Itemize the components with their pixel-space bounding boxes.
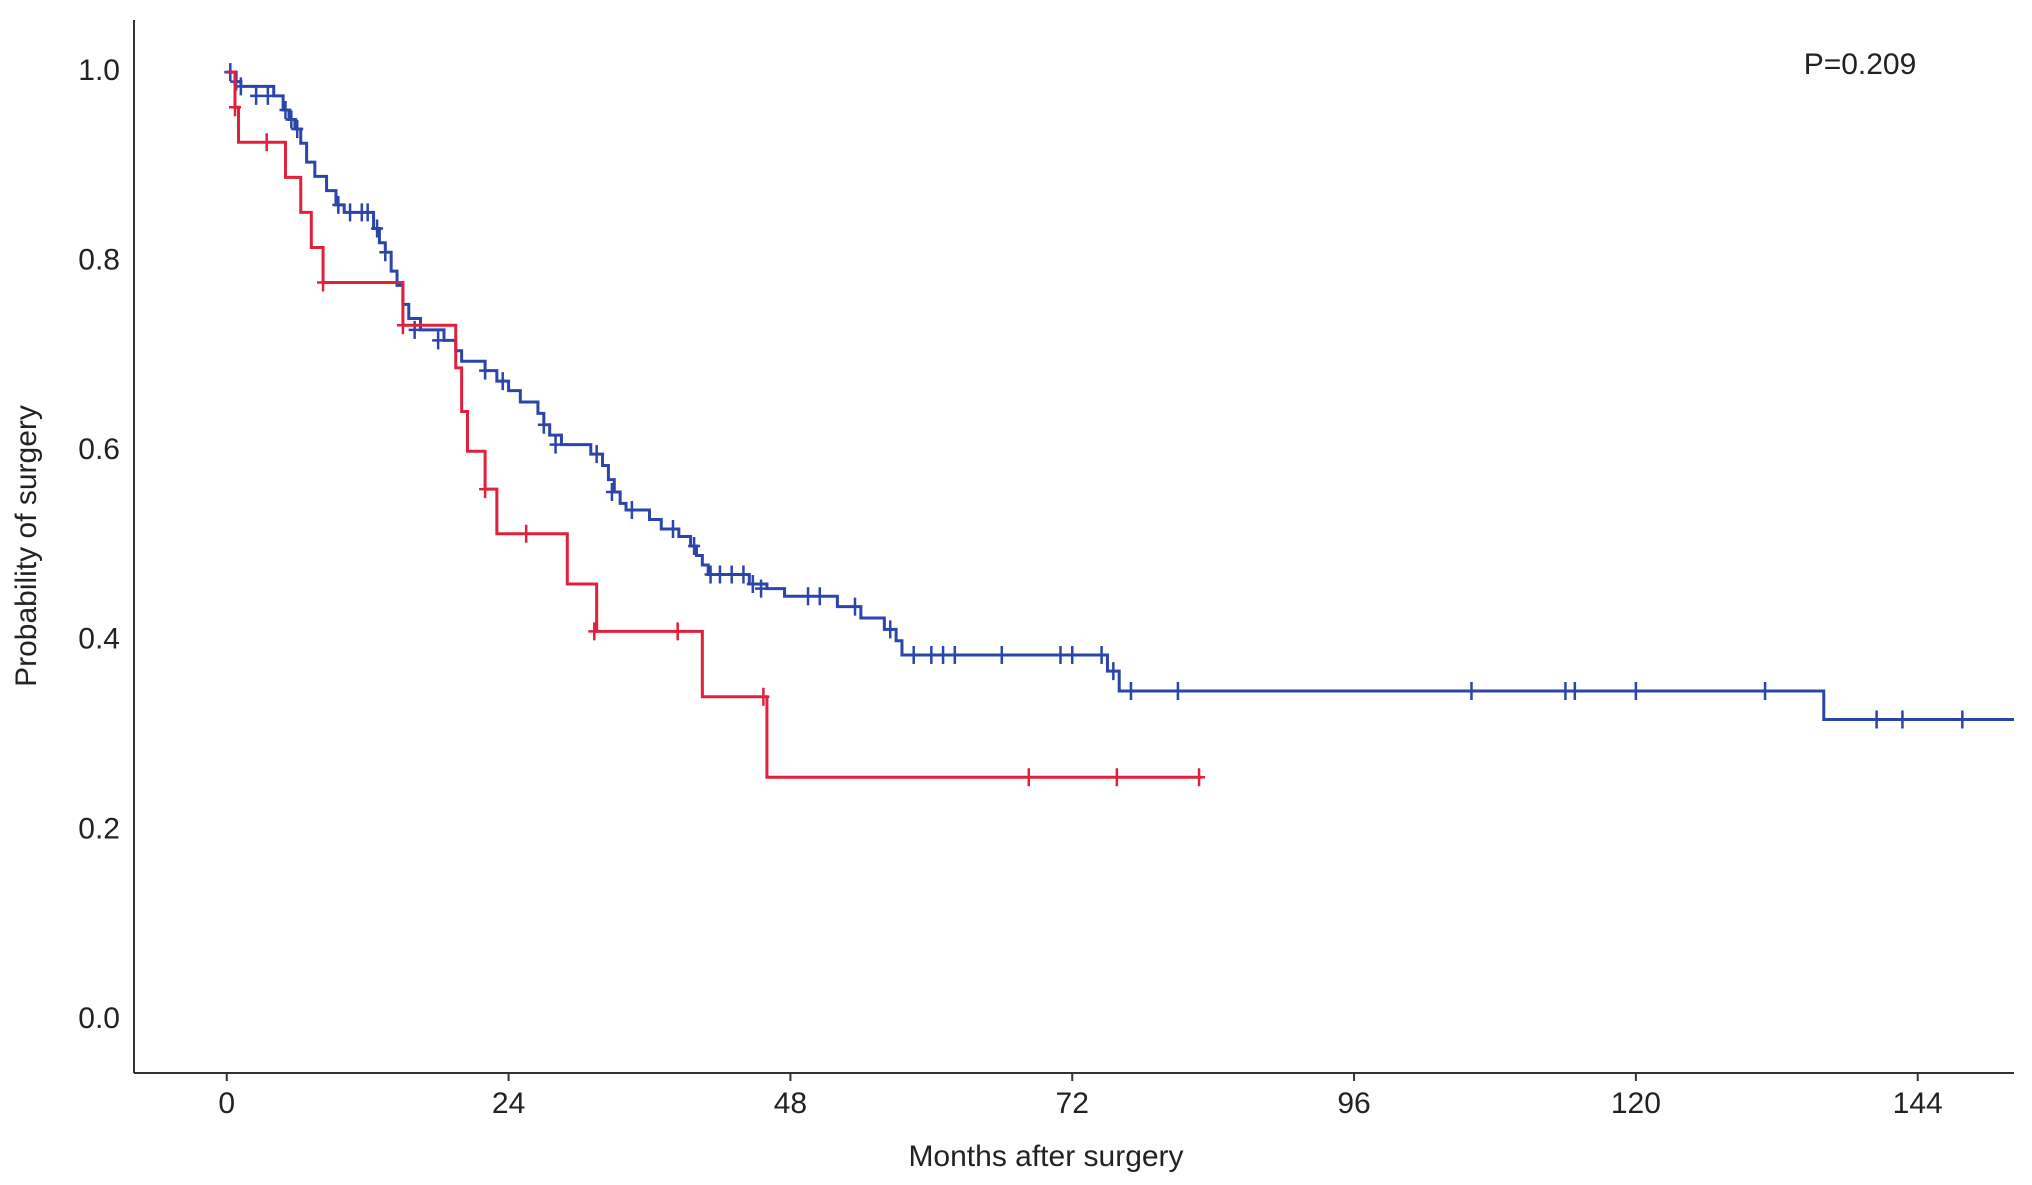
censor-mark [1568, 682, 1581, 701]
censor-mark [1022, 768, 1035, 787]
censor-mark [234, 77, 247, 96]
y-tick-label: 1.0 [78, 54, 120, 87]
censor-mark [1956, 710, 1969, 729]
x-tick-label: 120 [1611, 1087, 1661, 1120]
censor-mark [625, 501, 638, 520]
censor-mark [408, 320, 421, 339]
censor-mark [279, 101, 292, 120]
censor-mark [1870, 710, 1883, 729]
censor-mark [737, 565, 750, 584]
censor-mark [937, 646, 950, 665]
x-tick-label: 0 [218, 1087, 235, 1120]
censor-mark [713, 565, 726, 584]
censor-mark [605, 483, 618, 502]
censor-mark [549, 435, 562, 454]
censor-mark [1107, 662, 1120, 681]
censor-mark [260, 133, 273, 152]
censor-mark [344, 203, 357, 222]
censor-mark [520, 524, 533, 543]
y-tick-label: 0.6 [78, 433, 120, 466]
censor-mark [802, 587, 815, 606]
censor-mark [688, 537, 701, 556]
censor-mark [925, 646, 938, 665]
censor-mark [1759, 682, 1772, 701]
y-axis-label: Probability of surgery [10, 405, 43, 687]
y-tick-label: 0.4 [78, 623, 120, 656]
y-tick-label: 0.2 [78, 812, 120, 845]
censor-mark [725, 565, 738, 584]
censor-mark [746, 574, 759, 593]
censor-mark [537, 415, 550, 434]
x-tick-label: 72 [1056, 1087, 1089, 1120]
censor-mark [496, 372, 509, 391]
survival-line [226, 70, 1202, 779]
x-tick-label: 144 [1893, 1087, 1943, 1120]
censor-mark [671, 622, 684, 641]
survival-line [226, 70, 2014, 721]
censor-mark [250, 86, 263, 105]
censor-mark [1054, 646, 1067, 665]
censor-mark [228, 98, 241, 117]
y-tick-label: 0.8 [78, 244, 120, 277]
censor-mark [1171, 682, 1184, 701]
censor-mark [1110, 768, 1123, 787]
censor-mark [755, 579, 768, 598]
censor-mark [379, 243, 392, 262]
censor-mark [361, 203, 374, 222]
censor-mark [588, 622, 601, 641]
censor-mark [995, 646, 1008, 665]
censor-mark [948, 646, 961, 665]
y-tick-label: 0.0 [78, 1002, 120, 1035]
censor-mark [317, 273, 330, 292]
censor-mark [590, 445, 603, 464]
censor-mark [848, 597, 861, 616]
x-tick-label: 24 [492, 1087, 525, 1120]
censor-mark [884, 620, 897, 639]
censor-mark [1896, 710, 1909, 729]
censor-mark [1124, 682, 1137, 701]
x-tick-label: 96 [1337, 1087, 1370, 1120]
censor-mark [432, 331, 445, 350]
censor-mark [285, 110, 298, 129]
censor-mark [479, 361, 492, 380]
censor-mark [1465, 682, 1478, 701]
censor-mark [907, 646, 920, 665]
censor-mark [1066, 646, 1079, 665]
censor-mark [813, 587, 826, 606]
censor-mark [291, 119, 304, 138]
censor-mark [479, 480, 492, 499]
censor-mark [371, 219, 384, 238]
x-axis-label: Months after surgery [908, 1140, 1183, 1173]
censor-mark [1193, 768, 1206, 787]
censor-mark [1095, 646, 1108, 665]
censor-mark [261, 86, 274, 105]
censor-mark [332, 195, 345, 214]
censor-mark [666, 519, 679, 538]
x-tick-label: 48 [774, 1087, 807, 1120]
censor-mark [757, 687, 770, 706]
censor-mark [1629, 682, 1642, 701]
annotation: P=0.209 [1804, 48, 1917, 81]
censor-mark [396, 316, 409, 335]
